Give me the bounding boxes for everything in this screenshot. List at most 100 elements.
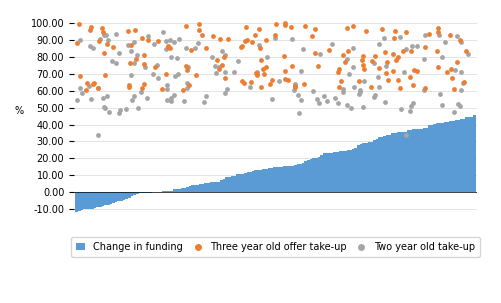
Point bbox=[220, 75, 228, 80]
Bar bbox=[204, 183, 206, 192]
Bar bbox=[438, 123, 440, 192]
Point bbox=[272, 22, 280, 26]
Bar bbox=[83, 192, 86, 209]
Point bbox=[374, 42, 382, 47]
Point bbox=[378, 26, 386, 31]
Point bbox=[344, 48, 352, 53]
Point bbox=[333, 101, 341, 105]
Point bbox=[124, 43, 132, 48]
Point bbox=[215, 65, 223, 70]
Point bbox=[101, 106, 109, 111]
Point bbox=[78, 91, 86, 96]
Bar bbox=[446, 122, 448, 192]
Point bbox=[449, 110, 457, 115]
Point bbox=[183, 65, 191, 69]
Bar bbox=[453, 121, 456, 192]
Bar bbox=[199, 185, 201, 192]
Point bbox=[179, 88, 187, 93]
Bar bbox=[259, 170, 262, 192]
Bar bbox=[214, 182, 217, 192]
Point bbox=[99, 105, 107, 109]
Point bbox=[164, 43, 172, 48]
Bar bbox=[115, 192, 117, 202]
Point bbox=[122, 107, 130, 112]
Point bbox=[237, 78, 245, 83]
Point bbox=[349, 85, 357, 89]
Point bbox=[109, 44, 117, 49]
Point bbox=[90, 80, 98, 85]
Point bbox=[266, 82, 274, 86]
Bar bbox=[354, 148, 356, 192]
Bar bbox=[241, 174, 243, 192]
Point bbox=[409, 68, 417, 72]
Bar bbox=[262, 169, 265, 192]
Point bbox=[408, 43, 416, 48]
Point bbox=[115, 51, 123, 55]
Point bbox=[112, 60, 120, 65]
Bar bbox=[385, 135, 388, 192]
Point bbox=[460, 48, 468, 53]
Point bbox=[140, 61, 148, 66]
Bar bbox=[401, 132, 404, 192]
Point bbox=[333, 70, 341, 75]
Point bbox=[242, 25, 250, 29]
Point bbox=[348, 65, 356, 70]
Bar bbox=[391, 133, 393, 192]
Point bbox=[402, 46, 410, 51]
Point bbox=[76, 38, 84, 42]
Point bbox=[367, 58, 375, 63]
Point bbox=[182, 68, 190, 72]
Bar bbox=[191, 185, 193, 192]
Point bbox=[98, 96, 106, 101]
Point bbox=[440, 39, 448, 44]
Bar bbox=[104, 192, 107, 205]
Point bbox=[116, 108, 124, 113]
Point bbox=[173, 55, 181, 60]
Bar bbox=[212, 182, 214, 192]
Point bbox=[258, 67, 266, 72]
Bar bbox=[440, 122, 443, 192]
Bar bbox=[91, 192, 94, 209]
Point bbox=[433, 26, 441, 31]
Point bbox=[210, 64, 218, 68]
Point bbox=[212, 58, 220, 63]
Bar bbox=[393, 133, 396, 192]
Y-axis label: %: % bbox=[15, 106, 24, 116]
Bar bbox=[188, 186, 191, 192]
Point bbox=[275, 78, 283, 83]
Bar bbox=[283, 166, 286, 192]
Point bbox=[73, 97, 81, 102]
Bar bbox=[433, 124, 435, 192]
Point bbox=[162, 83, 170, 88]
Point bbox=[127, 42, 135, 47]
Point bbox=[327, 42, 335, 47]
Bar bbox=[107, 192, 109, 205]
Point bbox=[383, 78, 391, 82]
Point bbox=[449, 86, 457, 91]
Point bbox=[260, 72, 268, 77]
Bar bbox=[270, 168, 273, 192]
Bar bbox=[206, 183, 209, 192]
Point bbox=[355, 90, 363, 95]
Point bbox=[125, 82, 133, 87]
Point bbox=[167, 96, 175, 101]
Point bbox=[298, 46, 306, 51]
Point bbox=[223, 86, 231, 91]
Bar bbox=[398, 132, 401, 192]
Point bbox=[138, 85, 146, 90]
Bar bbox=[451, 122, 453, 192]
Point bbox=[141, 65, 149, 69]
Point bbox=[263, 54, 271, 59]
Point bbox=[456, 88, 464, 92]
Point bbox=[242, 38, 250, 42]
Point bbox=[442, 70, 450, 75]
Point bbox=[286, 25, 294, 30]
Bar bbox=[469, 117, 472, 192]
Point bbox=[338, 52, 346, 57]
Point bbox=[313, 97, 321, 102]
Point bbox=[127, 48, 135, 53]
Point bbox=[340, 60, 348, 65]
Point bbox=[291, 85, 299, 90]
Bar bbox=[304, 161, 307, 192]
Point bbox=[253, 71, 261, 76]
